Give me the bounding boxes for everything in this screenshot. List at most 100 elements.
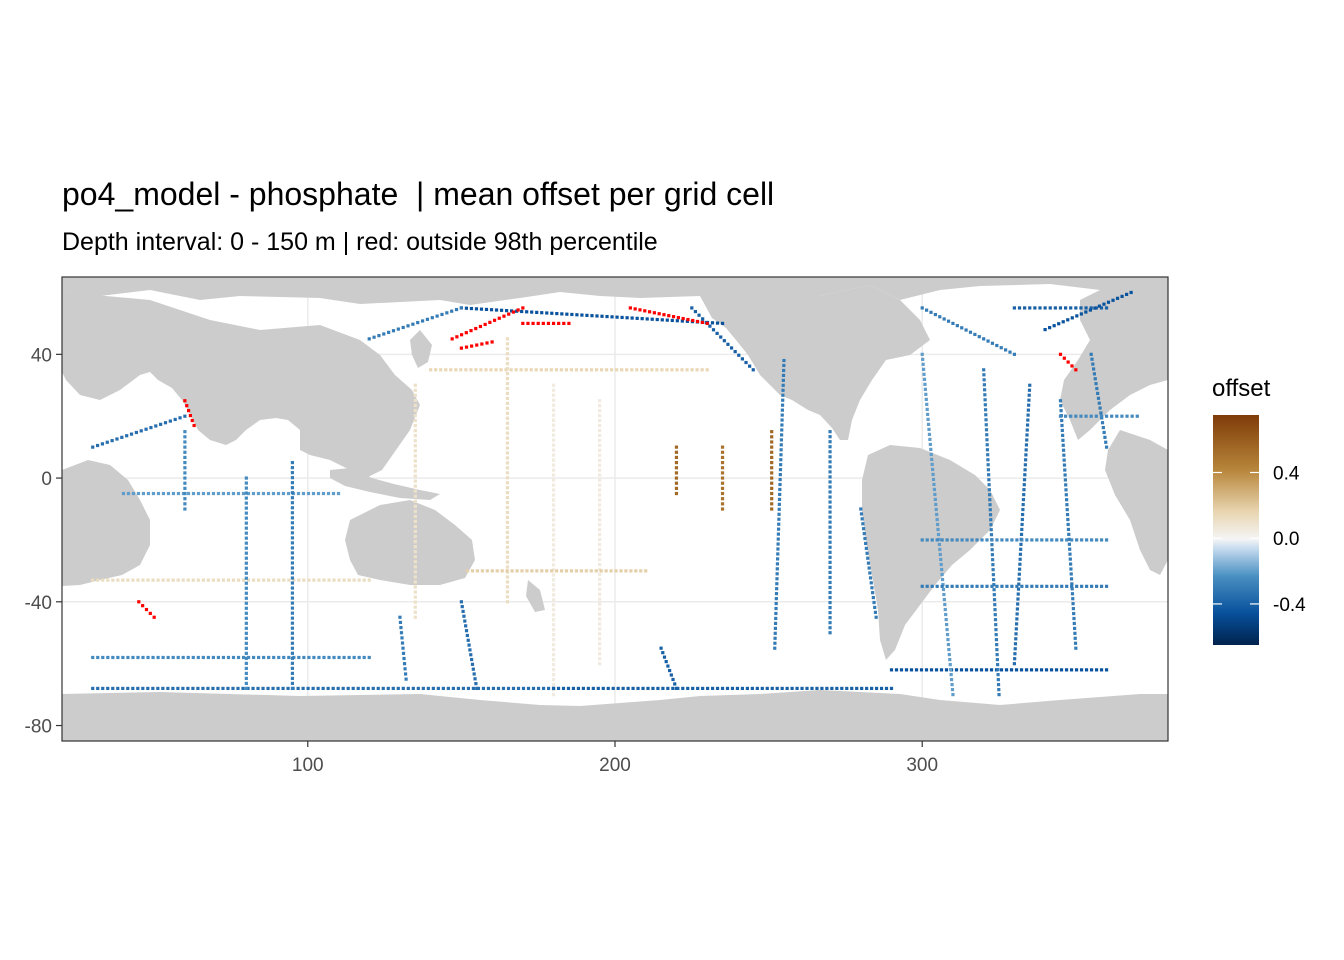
- track-cell: [701, 686, 705, 691]
- track-cell: [456, 686, 460, 691]
- track-cell: [464, 629, 469, 633]
- track-cell: [399, 631, 404, 635]
- track-cell: [1073, 626, 1077, 631]
- track-cell: [828, 570, 832, 575]
- land-japan: [410, 330, 432, 368]
- outlier-cell: [464, 345, 469, 349]
- track-cell: [1104, 445, 1109, 449]
- track-cell: [960, 538, 964, 542]
- track-cell: [463, 619, 467, 623]
- track-cell: [539, 368, 543, 372]
- track-cell: [581, 686, 585, 691]
- outlier-cell: [662, 313, 666, 317]
- track-cell: [781, 373, 786, 377]
- track-cell: [1079, 312, 1083, 316]
- track-cell: [257, 578, 261, 582]
- track-cell: [670, 318, 674, 323]
- track-cell: [326, 686, 330, 691]
- track-cell: [554, 368, 558, 372]
- track-cell: [929, 447, 933, 452]
- track-cell: [1048, 326, 1052, 330]
- track-cell: [125, 434, 129, 438]
- track-cell: [985, 433, 989, 437]
- track-cell: [316, 491, 321, 496]
- track-cell: [136, 491, 141, 496]
- track-cell: [871, 595, 875, 600]
- outlier-cell: [705, 321, 709, 325]
- track-cell: [776, 542, 780, 546]
- track-cell: [940, 538, 944, 542]
- track-cell: [598, 453, 602, 457]
- track-cell: [244, 661, 248, 665]
- track-cell: [171, 686, 175, 691]
- track-cell: [226, 655, 231, 660]
- track-cell: [564, 368, 569, 372]
- track-cell: [511, 686, 516, 691]
- track-cell: [413, 610, 417, 614]
- track-cell: [775, 562, 780, 566]
- track-cell: [276, 686, 280, 691]
- track-cell: [655, 368, 659, 372]
- track-cell: [290, 676, 295, 680]
- track-cell: [828, 495, 832, 499]
- track-cell: [595, 314, 599, 318]
- track-cell: [828, 550, 832, 554]
- track-cell: [401, 646, 405, 650]
- track-cell: [290, 536, 295, 540]
- track-cell: [191, 578, 195, 582]
- track-cell: [400, 636, 404, 640]
- track-cell: [1103, 435, 1107, 439]
- track-cell: [1004, 668, 1009, 672]
- land-africa-east: [1105, 430, 1168, 575]
- x-tick-label: 200: [599, 755, 631, 776]
- track-cell: [505, 565, 510, 569]
- track-cell: [1104, 440, 1108, 444]
- track-cell: [226, 686, 230, 691]
- track-cell: [1014, 627, 1018, 631]
- track-cell: [550, 311, 554, 315]
- track-cell: [1072, 616, 1076, 621]
- track-cell: [932, 487, 937, 492]
- track-cell: [413, 484, 417, 488]
- track-cell: [413, 595, 417, 599]
- outlier-cell: [490, 340, 494, 344]
- track-cell: [598, 428, 602, 433]
- track-cell: [491, 686, 496, 691]
- track-cell: [551, 463, 556, 467]
- track-cell: [720, 461, 725, 465]
- track-cell: [551, 568, 556, 572]
- track-cell: [666, 686, 670, 691]
- track-cell: [244, 576, 248, 580]
- track-cell: [560, 312, 564, 316]
- track-cell: [244, 556, 248, 560]
- legend-colorbar: [1213, 415, 1259, 645]
- outlier-cell: [531, 321, 535, 325]
- track-cell: [1099, 306, 1104, 310]
- track-cell: [181, 578, 185, 582]
- track-cell: [665, 318, 669, 322]
- track-cell: [992, 593, 996, 597]
- track-cell: [828, 475, 832, 479]
- track-cell: [183, 497, 187, 501]
- track-cell: [770, 502, 774, 506]
- track-cell: [244, 581, 248, 585]
- track-cell: [236, 686, 240, 691]
- track-cell: [955, 324, 959, 328]
- track-cell: [606, 686, 610, 691]
- outlier-cell: [511, 310, 516, 314]
- track-cell: [401, 651, 406, 655]
- track-cell: [244, 656, 248, 660]
- outlier-cell: [185, 404, 189, 408]
- outlier-cell: [521, 321, 525, 325]
- track-cell: [231, 578, 236, 582]
- track-cell: [1067, 542, 1071, 546]
- track-cell: [216, 578, 221, 582]
- track-cell: [673, 682, 677, 686]
- track-cell: [505, 569, 509, 573]
- track-cell: [444, 368, 448, 372]
- track-cell: [96, 686, 100, 691]
- track-cell: [400, 641, 405, 645]
- track-cell: [91, 445, 95, 449]
- track-cell: [246, 578, 251, 582]
- track-cell: [551, 543, 556, 547]
